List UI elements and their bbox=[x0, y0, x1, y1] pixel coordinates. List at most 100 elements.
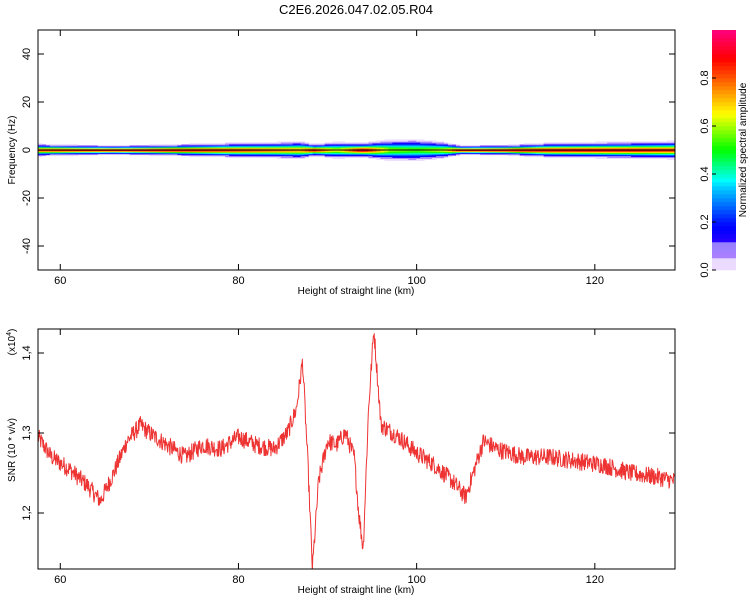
heatmap-cell bbox=[555, 153, 560, 156]
heatmap-cell bbox=[587, 144, 592, 146]
heatmap-cell bbox=[607, 150, 612, 152]
heatmap-cell bbox=[380, 154, 385, 157]
heatmap-cell bbox=[571, 156, 576, 158]
heatmap-cell bbox=[499, 147, 505, 149]
heatmap-cell bbox=[408, 146, 413, 148]
heatmap-cell bbox=[567, 152, 572, 155]
heatmap-cell bbox=[324, 146, 330, 148]
heatmap-cell bbox=[424, 155, 429, 158]
snr-y-axis-label: SNR (10 * v/v) bbox=[7, 418, 18, 482]
heatmap-cell bbox=[376, 157, 381, 159]
heatmap-cell bbox=[252, 153, 258, 156]
heatmap-cell bbox=[81, 153, 87, 156]
heatmap-cell bbox=[77, 152, 83, 155]
heatmap-cell bbox=[571, 150, 576, 152]
heatmap-cell bbox=[603, 150, 608, 152]
heatmap-cell bbox=[237, 150, 242, 153]
heatmap-cell bbox=[229, 156, 234, 158]
heatmap-cell bbox=[268, 142, 274, 144]
heatmap-cell bbox=[495, 150, 501, 152]
heatmap-cell bbox=[623, 150, 628, 153]
heatmap-cell bbox=[416, 157, 421, 159]
heatmap-cell bbox=[543, 151, 548, 154]
heatmap-cell bbox=[416, 150, 421, 153]
heatmap-cell bbox=[579, 150, 584, 152]
heatmap-cell bbox=[304, 147, 310, 149]
heatmap-cell bbox=[519, 144, 525, 146]
heatmap-cell bbox=[336, 141, 341, 143]
colorbar-cell bbox=[712, 114, 736, 119]
heatmap-cell bbox=[392, 140, 397, 142]
heatmap-cell bbox=[603, 152, 608, 155]
heatmap-cell bbox=[543, 156, 548, 158]
heatmap-cell bbox=[340, 150, 345, 152]
heatmap-cell bbox=[356, 153, 361, 156]
heatmap-cell bbox=[448, 146, 453, 148]
heatmap-cell bbox=[284, 143, 290, 145]
heatmap-cell bbox=[667, 150, 672, 153]
heatmap-cell bbox=[173, 153, 178, 156]
heatmap-cell bbox=[651, 145, 656, 147]
heatmap-cell bbox=[280, 150, 286, 152]
heatmap-cell bbox=[49, 150, 55, 152]
heatmap-cell bbox=[328, 152, 334, 155]
heatmap-cell bbox=[448, 148, 453, 150]
heatmap-cell bbox=[336, 151, 341, 154]
heatmap-cell bbox=[412, 144, 417, 146]
heatmap-cell bbox=[185, 148, 190, 150]
heatmap-cell bbox=[264, 150, 270, 153]
heatmap-cell bbox=[360, 153, 365, 156]
heatmap-cell bbox=[456, 150, 461, 152]
heatmap-cell bbox=[503, 148, 509, 150]
heatmap-cell bbox=[452, 150, 457, 153]
heatmap-cell bbox=[73, 150, 79, 152]
heatmap-cell bbox=[304, 144, 310, 146]
heatmap-cell bbox=[312, 145, 318, 147]
heatmap-cell bbox=[388, 140, 393, 142]
colorbar-cell bbox=[712, 74, 736, 79]
heatmap-cell bbox=[328, 145, 334, 147]
heatmap-cell bbox=[292, 154, 298, 157]
heatmap-cell bbox=[288, 146, 294, 148]
heatmap-cell bbox=[237, 143, 242, 145]
y-tick-label: -40 bbox=[21, 238, 33, 254]
heatmap-cell bbox=[201, 148, 206, 150]
heatmap-cell bbox=[639, 143, 644, 145]
heatmap-cell bbox=[97, 145, 103, 147]
heatmap-cell bbox=[233, 142, 238, 144]
heatmap-cell bbox=[173, 152, 178, 155]
heatmap-cell bbox=[217, 148, 222, 150]
heatmap-cell bbox=[595, 148, 600, 150]
heatmap-cell bbox=[396, 147, 401, 149]
heatmap-cell bbox=[400, 155, 405, 158]
heatmap-cell bbox=[623, 150, 628, 152]
heatmap-cell bbox=[396, 143, 401, 145]
heatmap-cell bbox=[651, 155, 656, 158]
heatmap-cell bbox=[420, 158, 425, 160]
heatmap-cell bbox=[611, 157, 616, 159]
heatmap-cell bbox=[499, 153, 505, 156]
heatmap-cell bbox=[531, 153, 537, 156]
heatmap-cell bbox=[587, 146, 592, 148]
heatmap-cell bbox=[364, 144, 369, 146]
heatmap-cell bbox=[507, 145, 513, 147]
colorbar-cell bbox=[712, 46, 736, 51]
heatmap-cell bbox=[256, 152, 262, 155]
heatmap-cell bbox=[527, 150, 533, 152]
heatmap-cell bbox=[165, 150, 170, 152]
heatmap-cell bbox=[647, 157, 652, 159]
heatmap-cell bbox=[651, 157, 656, 159]
heatmap-cell bbox=[599, 154, 604, 157]
heatmap-cell bbox=[296, 148, 302, 150]
heatmap-cell bbox=[659, 156, 664, 158]
heatmap-cell bbox=[141, 146, 146, 148]
heatmap-cell bbox=[213, 152, 218, 155]
heatmap-cell bbox=[129, 151, 134, 154]
heatmap-cell bbox=[400, 139, 405, 141]
heatmap-cell bbox=[38, 152, 43, 155]
heatmap-cell bbox=[639, 152, 644, 155]
heatmap-cell bbox=[328, 143, 334, 145]
heatmap-cell bbox=[296, 150, 302, 153]
heatmap-cell bbox=[233, 145, 238, 147]
heatmap-cell bbox=[611, 152, 616, 155]
